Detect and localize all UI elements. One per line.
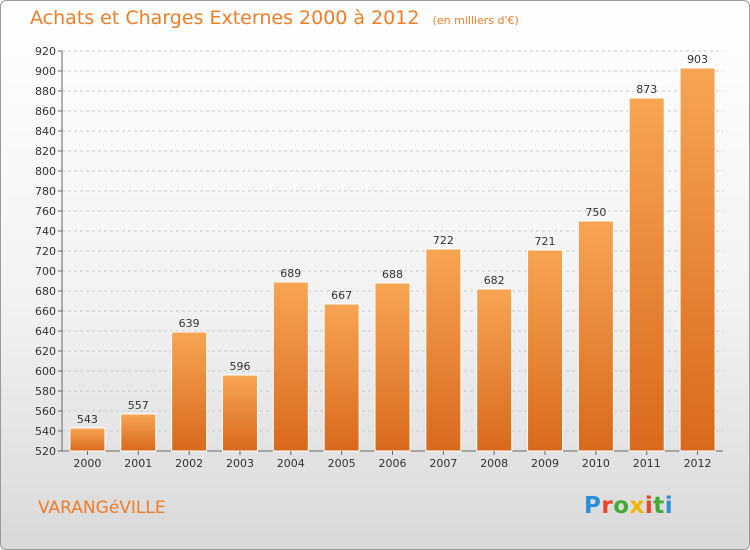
bar <box>577 220 614 452</box>
x-tick-label: 2010 <box>582 457 610 470</box>
bar-value-label: 688 <box>382 268 403 281</box>
bar <box>374 282 411 452</box>
x-tick-label: 2012 <box>684 457 712 470</box>
chart-title: Achats et Charges Externes 2000 à 2012 (… <box>30 7 519 29</box>
bar-value-label: 722 <box>433 234 454 247</box>
y-tick-label: 880 <box>35 85 56 98</box>
logo-letter: i <box>644 493 654 519</box>
y-tick-label: 920 <box>35 45 56 58</box>
y-tick-label: 840 <box>35 125 56 138</box>
x-tick-label: 2000 <box>73 457 101 470</box>
logo-letter: i <box>664 493 674 519</box>
y-tick-label: 720 <box>35 245 56 258</box>
bar-value-label: 903 <box>687 53 708 66</box>
y-tick-label: 520 <box>35 445 56 458</box>
x-tick-label: 2008 <box>480 457 508 470</box>
bar <box>69 427 106 452</box>
y-tick-label: 600 <box>35 365 56 378</box>
bar <box>272 281 309 452</box>
bar <box>527 249 564 452</box>
bar-value-label: 557 <box>128 399 149 412</box>
x-tick-label: 2002 <box>175 457 203 470</box>
y-tick-label: 560 <box>35 405 56 418</box>
bar-value-label: 667 <box>331 289 352 302</box>
bar-value-label: 721 <box>535 235 556 248</box>
x-tick-label: 2007 <box>429 457 457 470</box>
x-tick-label: 2001 <box>124 457 152 470</box>
logo-letter: o <box>613 493 630 519</box>
bar <box>120 413 157 452</box>
proxiti-logo: Proxiti <box>584 493 673 519</box>
y-tick-label: 700 <box>35 265 56 278</box>
y-tick-label: 540 <box>35 425 56 438</box>
x-tick-label: 2006 <box>379 457 407 470</box>
y-tick-label: 800 <box>35 165 56 178</box>
y-tick-label: 740 <box>35 225 56 238</box>
y-tick-label: 620 <box>35 345 56 358</box>
y-tick-label: 820 <box>35 145 56 158</box>
bar <box>425 248 462 452</box>
bar <box>476 288 513 452</box>
bar <box>679 67 716 452</box>
y-tick-label: 640 <box>35 325 56 338</box>
x-tick-label: 2004 <box>277 457 305 470</box>
x-tick-label: 2003 <box>226 457 254 470</box>
bar-value-label: 543 <box>77 413 98 426</box>
bar-value-label: 873 <box>636 83 657 96</box>
bar <box>323 303 360 452</box>
bar-value-label: 682 <box>484 274 505 287</box>
x-tick-label: 2009 <box>531 457 559 470</box>
y-tick-label: 900 <box>35 65 56 78</box>
chart-title-text: Achats et Charges Externes 2000 à 2012 <box>30 7 420 29</box>
logo-letter: t <box>653 493 665 519</box>
x-tick-label: 2005 <box>328 457 356 470</box>
bar-value-label: 750 <box>585 206 606 219</box>
y-tick-label: 860 <box>35 105 56 118</box>
y-tick-label: 580 <box>35 385 56 398</box>
x-tick-label: 2011 <box>633 457 661 470</box>
y-tick-label: 680 <box>35 285 56 298</box>
bar-value-label: 596 <box>229 360 250 373</box>
bar <box>171 331 208 452</box>
bar <box>628 97 665 452</box>
chart-unit-text: (en milliers d'€) <box>432 14 519 27</box>
bar-value-label: 689 <box>280 267 301 280</box>
logo-letter: x <box>629 493 645 519</box>
y-tick-label: 660 <box>35 305 56 318</box>
logo-letter: P <box>584 493 602 519</box>
bar <box>221 374 258 452</box>
y-tick-label: 760 <box>35 205 56 218</box>
y-tick-label: 780 <box>35 185 56 198</box>
commune-name: VARANGéVILLE <box>38 498 166 518</box>
bar-value-label: 639 <box>179 317 200 330</box>
logo-letter: r <box>601 493 614 519</box>
